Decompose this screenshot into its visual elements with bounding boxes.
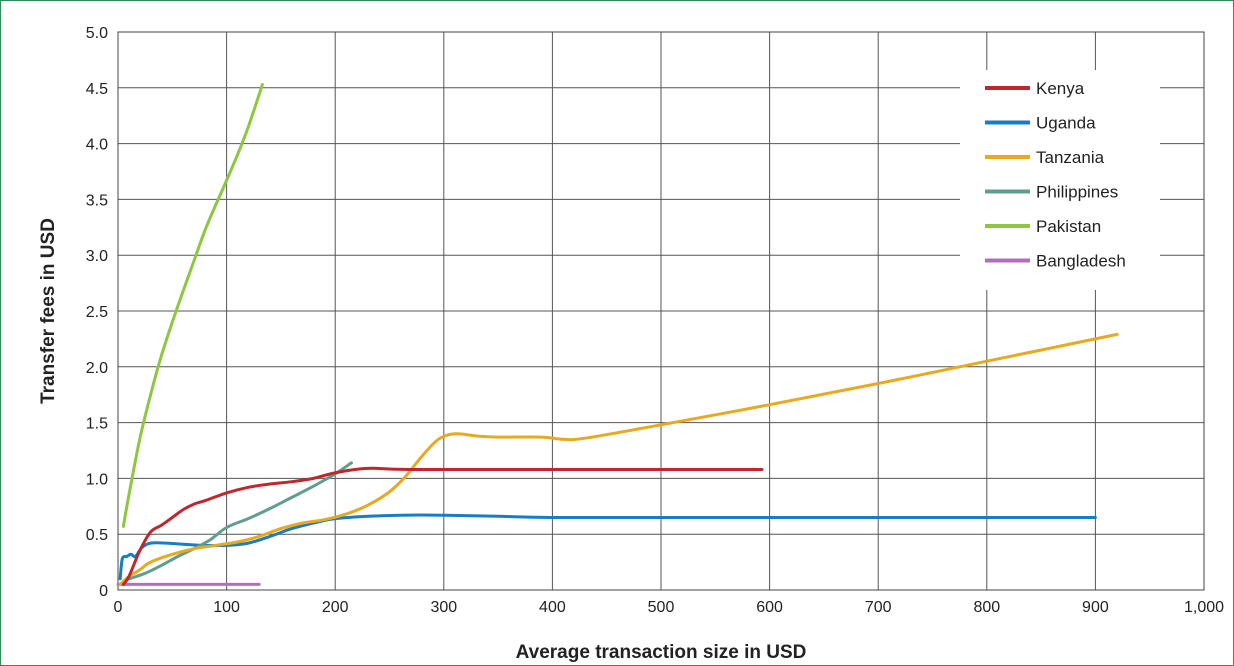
legend-label-bangladesh: Bangladesh bbox=[1036, 252, 1126, 271]
series-line-pakistan bbox=[121, 83, 264, 528]
y-tick-label: 1.5 bbox=[86, 416, 108, 433]
y-tick-label: 4.5 bbox=[86, 81, 108, 98]
y-tick-label: 3.5 bbox=[86, 192, 108, 209]
legend-label-philippines: Philippines bbox=[1036, 183, 1118, 202]
legend-label-uganda: Uganda bbox=[1036, 114, 1096, 133]
legend-label-tanzania: Tanzania bbox=[1036, 148, 1105, 167]
series-line-philippines bbox=[127, 461, 353, 581]
y-tick-label: 0.5 bbox=[86, 527, 108, 544]
x-tick-label: 0 bbox=[114, 599, 123, 616]
x-axis-ticks: 0 100 200 300 400 500 600 700 800 900 1,000 bbox=[114, 599, 1225, 616]
series-line-uganda bbox=[118, 513, 1097, 581]
y-tick-label: 1.0 bbox=[86, 471, 108, 488]
legend: Kenya Uganda Tanzania Philippines Pakistan Ba… bbox=[960, 70, 1160, 290]
y-axis-title: Transfer fees in USD bbox=[38, 218, 59, 404]
x-tick-label: 400 bbox=[539, 599, 566, 616]
y-tick-label: 3.0 bbox=[86, 248, 108, 265]
series-line-kenya bbox=[121, 466, 764, 586]
x-tick-label: 700 bbox=[865, 599, 892, 616]
x-tick-label: 600 bbox=[756, 599, 783, 616]
legend-label-kenya: Kenya bbox=[1036, 79, 1085, 98]
plot-area bbox=[117, 31, 1205, 591]
x-tick-label: 100 bbox=[213, 599, 240, 616]
y-axis-ticks: 0 0.5 1.0 1.5 2.0 2.5 3.0 3.5 4.0 4.5 5.0 bbox=[86, 25, 108, 600]
y-tick-label: 4.0 bbox=[86, 137, 108, 154]
y-tick-label: 5.0 bbox=[86, 25, 108, 42]
x-tick-label: 1,000 bbox=[1184, 599, 1224, 616]
y-tick-label: 2.0 bbox=[86, 360, 108, 377]
x-tick-label: 500 bbox=[648, 599, 675, 616]
series-line-tanzania bbox=[118, 332, 1119, 586]
x-tick-label: 900 bbox=[1082, 599, 1109, 616]
x-tick-label: 800 bbox=[973, 599, 1000, 616]
y-tick-label: 2.5 bbox=[86, 304, 108, 321]
legend-label-pakistan: Pakistan bbox=[1036, 217, 1101, 236]
legend-box bbox=[960, 70, 1160, 290]
x-tick-label: 200 bbox=[322, 599, 349, 616]
series-lines bbox=[116, 83, 1119, 586]
y-tick-label: 0 bbox=[99, 583, 108, 600]
x-axis-title: Average transaction size in USD bbox=[516, 642, 807, 663]
x-tick-label: 300 bbox=[430, 599, 457, 616]
